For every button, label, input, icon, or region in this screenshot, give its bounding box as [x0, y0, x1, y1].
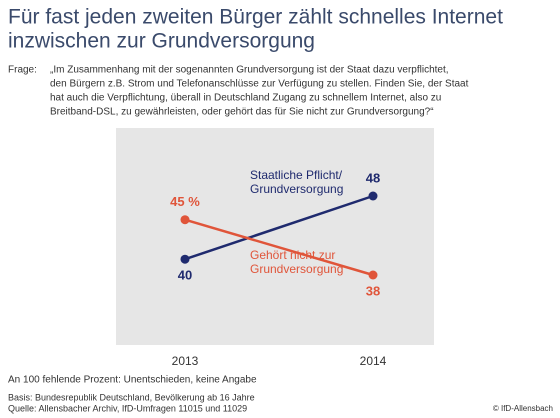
- series-name: Gehört nicht zur Grundversorgung: [250, 248, 344, 276]
- question-line: den Bürgern z.B. Strom und Telefonanschl…: [50, 79, 469, 90]
- data-label: 45 %: [170, 194, 200, 209]
- data-label: 40: [178, 268, 192, 283]
- point: [368, 270, 378, 280]
- data-label: 48: [366, 170, 380, 185]
- note: Quelle: Allensbacher Archiv, IfD-Umfrage…: [8, 403, 247, 413]
- question-line: Breitband-DSL, zu gewährleisten, oder ge…: [50, 107, 434, 118]
- point: [180, 254, 190, 264]
- note: Basis: Bundesrepublik Deutschland, Bevöl…: [8, 392, 255, 402]
- chart-title: Für fast jeden zweiten Bürger zählt schn…: [8, 6, 503, 29]
- point: [180, 215, 190, 225]
- question-line: hat auch die Verpflichtung, überall in D…: [50, 93, 441, 104]
- chart-title: inzwischen zur Grundversorgung: [8, 30, 315, 53]
- note: An 100 fehlende Prozent: Unentschieden, …: [8, 375, 257, 386]
- point: [368, 191, 378, 201]
- x-tick-label: 2013: [172, 354, 199, 368]
- question-line: „Im Zusammenhang mit der sogenannten Gru…: [50, 65, 449, 76]
- plot-background: [116, 128, 434, 345]
- series-line: [184, 218, 374, 277]
- series-name: Staatliche Pflicht/ Grundversorgung: [250, 168, 344, 196]
- series-line: [184, 194, 374, 261]
- data-label: 38: [366, 283, 380, 298]
- copyright: © IfD-Allensbach: [493, 404, 553, 413]
- x-tick-label: 2014: [360, 354, 387, 368]
- question-label: Frage:: [8, 65, 37, 76]
